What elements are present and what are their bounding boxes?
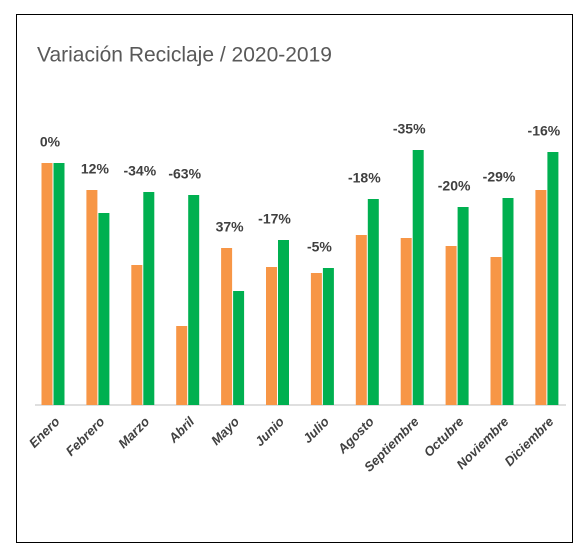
bar (490, 257, 502, 405)
data-label: -20% (438, 178, 471, 194)
bar (400, 238, 412, 405)
bar (278, 240, 289, 405)
bar (322, 268, 334, 405)
data-label: 0% (40, 134, 61, 150)
data-label: -18% (348, 170, 381, 186)
bar (502, 198, 514, 405)
bar (143, 192, 155, 405)
data-label: -35% (393, 121, 426, 137)
bar (266, 267, 277, 405)
data-label: -16% (528, 123, 561, 139)
data-label: -29% (483, 169, 516, 185)
bar (53, 163, 65, 405)
bar (547, 152, 559, 405)
bar (457, 207, 469, 405)
data-label: -34% (123, 163, 156, 179)
data-label: 12% (81, 161, 110, 177)
bar (188, 195, 200, 405)
data-label: -17% (258, 211, 291, 227)
bar (310, 273, 322, 405)
bar (367, 199, 379, 405)
bar (176, 326, 188, 405)
bar (233, 291, 245, 405)
bar (445, 246, 457, 405)
bar (131, 265, 143, 405)
bar (355, 235, 367, 405)
chart-title: Variación Reciclaje / 2020-2019 (37, 44, 332, 67)
bar (535, 190, 547, 405)
data-label: -63% (168, 166, 201, 182)
bar (221, 248, 233, 405)
data-label: -5% (307, 239, 332, 255)
bar (86, 190, 98, 405)
bar (412, 150, 424, 405)
data-label: 37% (216, 219, 245, 235)
bar (98, 213, 110, 405)
bar (41, 163, 53, 405)
